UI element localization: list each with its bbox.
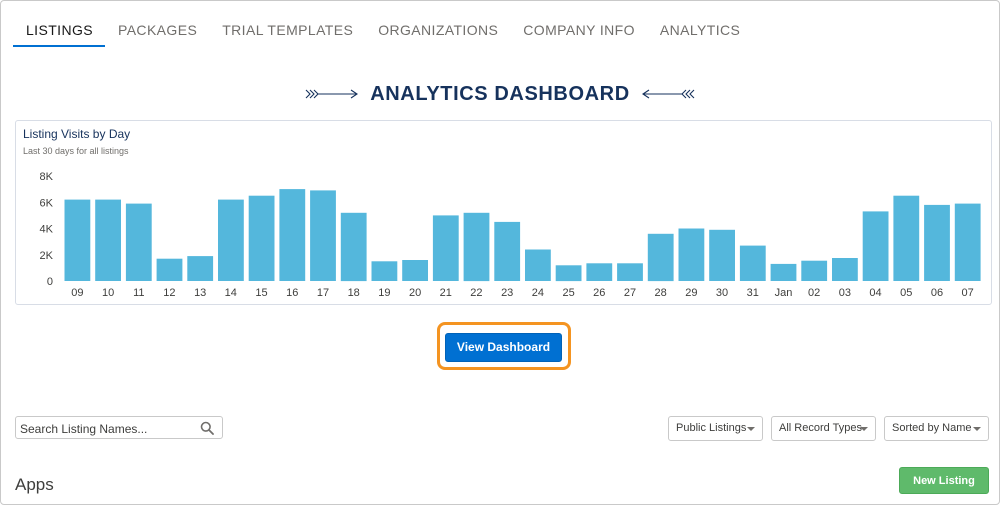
bar-31[interactable] xyxy=(739,245,766,281)
bar-19[interactable] xyxy=(371,261,398,281)
chevron-down-icon xyxy=(973,427,981,431)
sort-label: Sorted by Name xyxy=(892,422,972,434)
bar-10[interactable] xyxy=(95,199,121,281)
x-tick-label: 28 xyxy=(654,287,666,299)
view-dashboard-highlight xyxy=(437,322,571,370)
main-tabs: LISTINGS PACKAGES TRIAL TEMPLATES ORGANI… xyxy=(13,1,752,47)
search-box xyxy=(15,416,223,440)
x-tick-label: 26 xyxy=(593,287,605,299)
record-types-label: All Record Types xyxy=(779,422,862,434)
x-tick-label: 22 xyxy=(470,287,482,299)
bar-16[interactable] xyxy=(279,189,306,281)
bar-07[interactable] xyxy=(954,203,981,281)
bar-05[interactable] xyxy=(893,195,920,281)
chart-title: Listing Visits by Day xyxy=(23,127,131,141)
public-listings-dropdown[interactable]: Public Listings xyxy=(668,416,763,441)
x-tick-label: 30 xyxy=(716,287,728,299)
arrow-right-decoration-icon xyxy=(305,89,359,99)
public-listings-label: Public Listings xyxy=(676,422,747,434)
bar-chart: 8K 6K 4K 2K 0 09 10 11 12 13 14 15 16 17 18 19 20 21 22 23 2… xyxy=(40,171,981,299)
x-tick-label: 10 xyxy=(102,287,114,299)
bar-11[interactable] xyxy=(125,203,152,281)
bar-02[interactable] xyxy=(801,260,828,281)
tab-packages[interactable]: PACKAGES xyxy=(118,22,198,38)
bar-26[interactable] xyxy=(586,263,613,281)
bar-25[interactable] xyxy=(555,265,582,282)
x-tick-label: 31 xyxy=(747,287,759,299)
x-tick-label: 05 xyxy=(900,287,912,299)
bar-21[interactable] xyxy=(432,215,459,281)
tab-company-info[interactable]: COMPANY INFO xyxy=(523,22,635,38)
y-tick-label: 0 xyxy=(47,276,53,288)
listing-visits-chart: Listing Visits by Day Last 30 days for a… xyxy=(15,120,992,305)
bar-24[interactable] xyxy=(525,249,551,282)
x-tick-label: 23 xyxy=(501,287,513,299)
arrow-left-decoration-icon xyxy=(641,89,695,99)
x-tick-label: 11 xyxy=(133,287,144,299)
bar-18[interactable] xyxy=(340,212,367,282)
tab-listings[interactable]: LISTINGS xyxy=(13,1,105,47)
x-tick-label: 07 xyxy=(961,287,973,299)
x-tick-label: 18 xyxy=(348,287,360,299)
bar-28[interactable] xyxy=(647,233,674,282)
bar-30[interactable] xyxy=(709,229,735,281)
chevron-down-icon xyxy=(747,427,755,431)
bar-Jan[interactable] xyxy=(770,263,797,281)
x-tick-label: 16 xyxy=(286,287,298,299)
x-tick-label: 12 xyxy=(163,287,175,299)
search-input[interactable] xyxy=(16,417,197,440)
x-tick-label: 27 xyxy=(624,287,636,299)
bar-23[interactable] xyxy=(494,221,521,281)
dashboard-title: ANALYTICS DASHBOARD xyxy=(370,82,630,105)
bar-09[interactable] xyxy=(64,199,91,281)
x-tick-label: 14 xyxy=(225,287,237,299)
x-tick-label: 04 xyxy=(869,287,881,299)
x-tick-label: 24 xyxy=(532,287,544,299)
bar-13[interactable] xyxy=(187,256,214,281)
bar-15[interactable] xyxy=(248,195,275,281)
tab-trial-templates[interactable]: TRIAL TEMPLATES xyxy=(222,22,354,38)
tab-analytics[interactable]: ANALYTICS xyxy=(659,22,741,38)
bar-29[interactable] xyxy=(678,228,705,282)
bar-14[interactable] xyxy=(218,199,244,281)
x-tick-label: Jan xyxy=(775,287,793,299)
x-tick-label: 21 xyxy=(440,287,452,299)
apps-heading: Apps xyxy=(15,475,54,494)
x-tick-label: 03 xyxy=(839,287,851,299)
x-tick-label: 09 xyxy=(71,287,83,299)
x-tick-label: 29 xyxy=(685,287,697,299)
chevron-down-icon xyxy=(860,427,868,431)
chart-subtitle: Last 30 days for all listings xyxy=(23,146,129,156)
bar-20[interactable] xyxy=(402,260,428,281)
tab-organizations[interactable]: ORGANIZATIONS xyxy=(378,22,499,38)
bar-04[interactable] xyxy=(862,211,889,281)
x-tick-label: 25 xyxy=(562,287,574,299)
y-tick-label: 4K xyxy=(40,224,54,236)
new-listing-button[interactable]: New Listing xyxy=(899,467,989,494)
x-tick-label: 19 xyxy=(378,287,390,299)
bar-12[interactable] xyxy=(156,258,183,281)
sort-dropdown[interactable]: Sorted by Name xyxy=(884,416,989,441)
x-tick-label: 15 xyxy=(255,287,267,299)
y-tick-label: 6K xyxy=(40,197,54,209)
bar-22[interactable] xyxy=(463,212,490,282)
y-tick-label: 8K xyxy=(40,171,54,183)
bar-03[interactable] xyxy=(832,258,858,281)
search-icon[interactable] xyxy=(200,421,214,435)
view-dashboard-button[interactable]: View Dashboard xyxy=(445,333,562,362)
x-tick-label: 02 xyxy=(808,287,820,299)
x-tick-label: 06 xyxy=(931,287,943,299)
dashboard-title-row: ANALYTICS DASHBOARD xyxy=(1,80,999,108)
bar-06[interactable] xyxy=(924,204,950,281)
bar-17[interactable] xyxy=(310,190,336,281)
x-tick-label: 20 xyxy=(409,287,421,299)
y-tick-label: 2K xyxy=(40,250,54,262)
bar-27[interactable] xyxy=(617,263,643,281)
record-types-dropdown[interactable]: All Record Types xyxy=(771,416,876,441)
x-tick-label: 17 xyxy=(317,287,329,299)
x-tick-label: 13 xyxy=(194,287,206,299)
